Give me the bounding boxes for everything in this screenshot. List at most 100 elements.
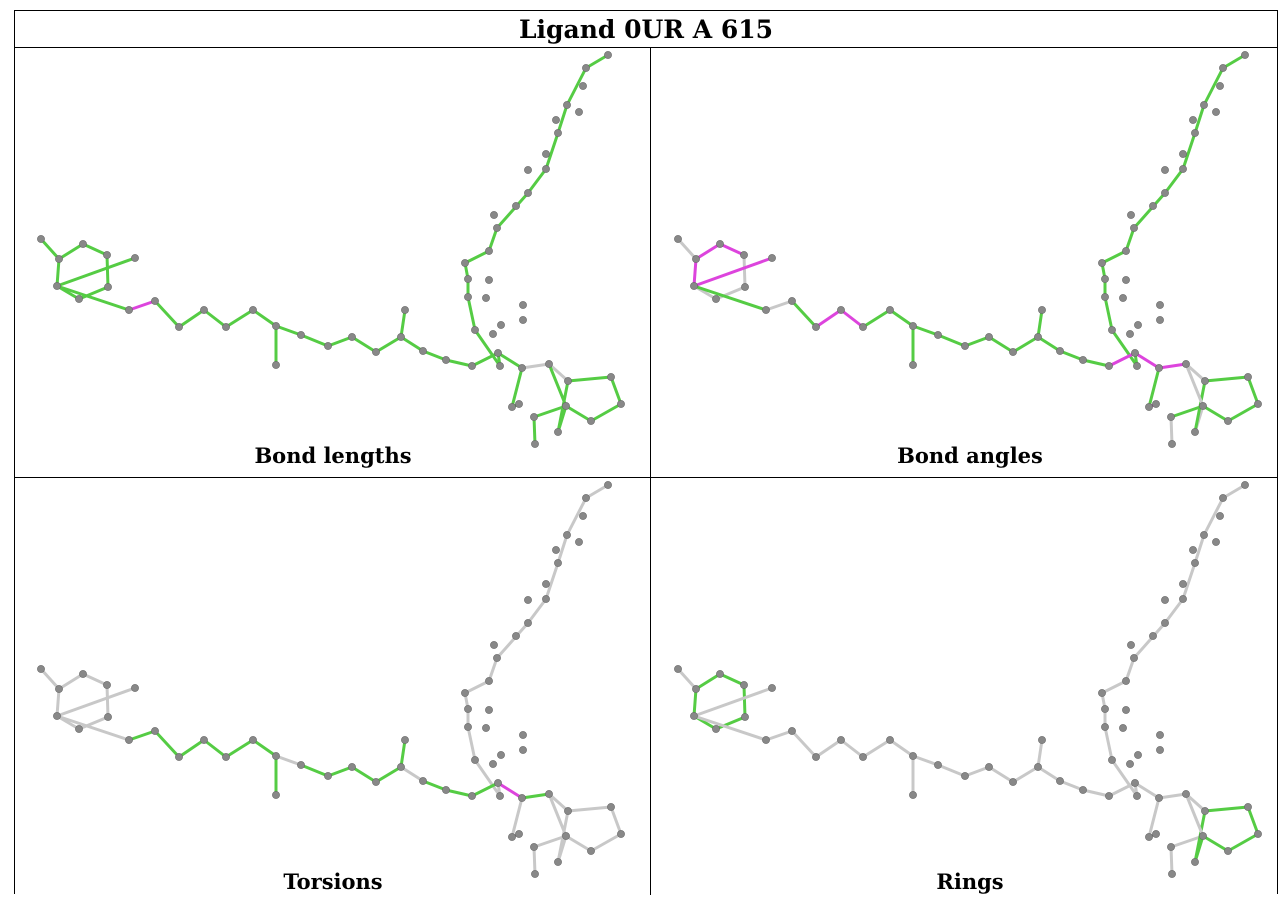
atom-6	[1130, 224, 1138, 232]
bond-44-46	[1169, 404, 1205, 419]
bond-4-5	[526, 167, 548, 195]
bond-12-13	[676, 237, 698, 261]
atom-55	[482, 294, 490, 302]
atom-58	[512, 202, 520, 210]
atom-63	[1216, 82, 1224, 90]
atom-53	[519, 316, 527, 324]
atom-58	[1149, 202, 1157, 210]
atom-46	[530, 413, 538, 421]
atom-48	[1152, 400, 1160, 408]
bond-0-2	[1202, 496, 1225, 537]
bond-44-46	[532, 404, 568, 419]
bond-21-22	[153, 729, 181, 759]
bond-42-43	[589, 832, 623, 853]
bond-18-13	[57, 242, 85, 261]
atom-8	[461, 259, 469, 267]
atom-5	[1161, 619, 1169, 627]
bond-2-3	[556, 533, 569, 565]
atom-12	[37, 235, 45, 243]
bond-32-34	[399, 335, 425, 353]
atom-40	[564, 807, 572, 815]
atom-14	[53, 712, 61, 720]
bond-29-30	[326, 765, 354, 778]
bond-32-34	[1036, 765, 1062, 783]
atom-26	[909, 322, 917, 330]
atom-35	[1079, 356, 1087, 364]
atom-53	[1156, 316, 1164, 324]
bond-15-16	[714, 715, 747, 731]
atom-38	[1155, 364, 1163, 372]
atom-51	[489, 330, 497, 338]
atom-15	[712, 295, 720, 303]
atom-56	[1122, 276, 1130, 284]
atom-20	[125, 736, 133, 744]
atom-27	[272, 791, 280, 799]
atom-25	[886, 736, 894, 744]
atom-37	[1131, 349, 1139, 357]
atom-16	[741, 713, 749, 721]
panel-rings	[660, 478, 1278, 898]
bond-9-11	[466, 295, 477, 332]
atom-4	[1179, 165, 1187, 173]
atom-48	[515, 830, 523, 838]
atom-35	[442, 786, 450, 794]
bond-7-8	[1100, 249, 1128, 265]
bond-5-6	[1132, 191, 1167, 230]
bond-0-2	[565, 496, 588, 537]
atom-10	[464, 275, 472, 283]
bond-37-38	[1133, 351, 1161, 370]
bond-26-28	[274, 324, 303, 337]
bond-30-31	[350, 765, 378, 784]
atom-1	[1241, 51, 1249, 59]
bond-32-34	[1036, 335, 1062, 353]
bond-6-7	[1124, 656, 1136, 683]
bond-17-18	[718, 242, 746, 257]
bond-18-13	[57, 672, 85, 691]
atom-46	[530, 843, 538, 851]
bond-28-29	[936, 763, 967, 778]
atom-21	[151, 727, 159, 735]
atom-51	[1126, 760, 1134, 768]
atom-12	[37, 665, 45, 673]
bond-0-1	[584, 483, 610, 500]
atom-36	[468, 792, 476, 800]
bond-28-29	[936, 333, 967, 348]
atom-59	[524, 596, 532, 604]
atom-27	[909, 791, 917, 799]
atom-3	[554, 559, 562, 567]
atom-53	[1156, 746, 1164, 754]
bond-21-22	[153, 299, 181, 329]
bond-0-1	[1221, 53, 1247, 70]
atom-61	[552, 546, 560, 554]
atom-17	[103, 251, 111, 259]
bond-43-44	[564, 404, 593, 423]
bond-44-46	[532, 834, 568, 849]
atom-59	[1161, 596, 1169, 604]
bond-31-32	[1011, 335, 1040, 354]
atom-12	[674, 665, 682, 673]
atom-5	[1161, 189, 1169, 197]
atom-9	[1101, 723, 1109, 731]
atom-44	[1199, 402, 1207, 410]
atom-27	[909, 361, 917, 369]
bond-42-43	[1226, 832, 1260, 853]
atom-5	[524, 189, 532, 197]
atom-60	[542, 580, 550, 588]
bond-39-40	[1184, 792, 1207, 813]
atom-14	[53, 282, 61, 290]
atom-38	[1155, 794, 1163, 802]
bond-37-38	[496, 351, 524, 370]
bond-20-21	[764, 729, 794, 742]
atom-60	[1179, 580, 1187, 588]
bond-0-2	[565, 66, 588, 107]
bond-24-25	[861, 738, 892, 759]
bond-25-26	[888, 738, 915, 758]
caption-bond-lengths: Bond lengths	[254, 443, 412, 468]
bond-12-13	[676, 667, 698, 691]
bond-26-28	[274, 754, 303, 767]
bond-44-39	[1184, 362, 1205, 408]
atom-38	[518, 794, 526, 802]
molecule-torsions	[37, 481, 625, 878]
atom-45	[1191, 858, 1199, 866]
atom-46	[1167, 413, 1175, 421]
